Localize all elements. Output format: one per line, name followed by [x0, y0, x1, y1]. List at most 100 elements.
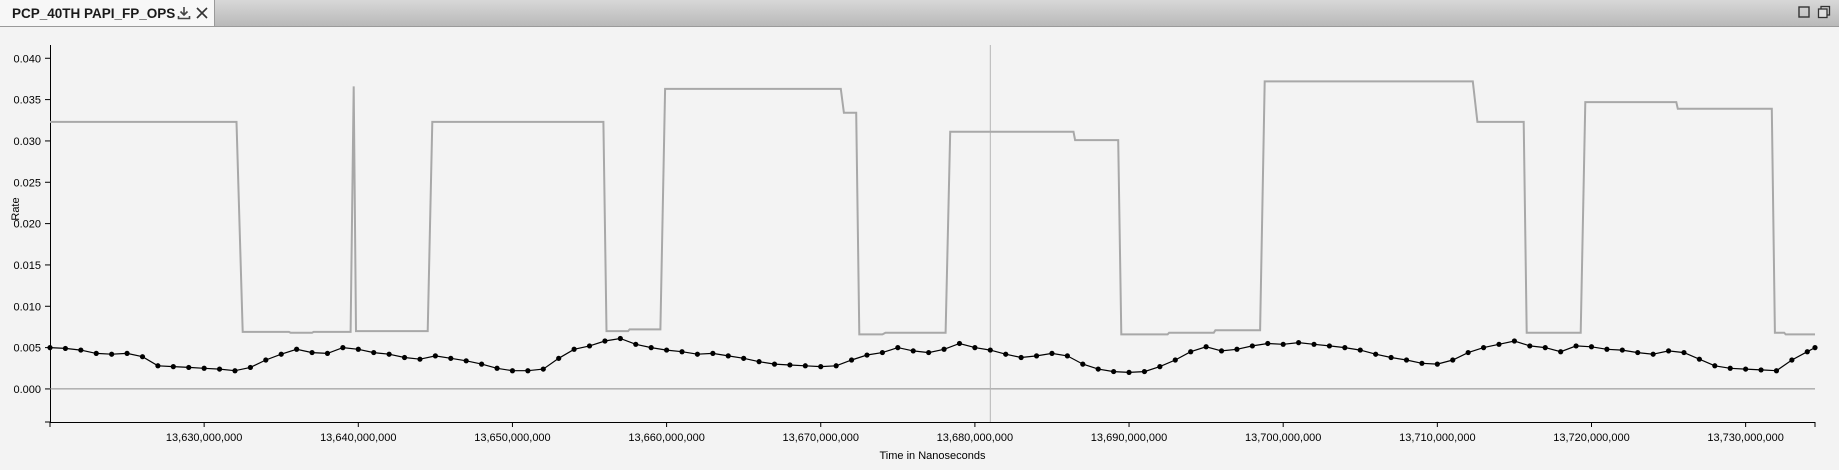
data-point[interactable] [1018, 354, 1024, 361]
data-point[interactable] [556, 355, 562, 361]
data-point[interactable] [109, 351, 115, 357]
data-point[interactable] [386, 351, 392, 357]
data-point[interactable] [1326, 343, 1333, 349]
data-point[interactable] [432, 353, 438, 359]
data-point[interactable] [1542, 345, 1548, 351]
data-point[interactable] [910, 348, 916, 354]
series-line-0[interactable] [50, 80, 1815, 336]
data-point[interactable] [848, 357, 855, 363]
data-point[interactable] [1126, 369, 1132, 375]
data-point[interactable] [756, 359, 762, 365]
data-point[interactable] [509, 368, 516, 374]
data-point[interactable] [1265, 340, 1271, 347]
data-point[interactable] [1804, 349, 1810, 355]
data-point[interactable] [972, 345, 978, 351]
data-point[interactable] [1619, 347, 1625, 353]
data-point[interactable] [864, 352, 870, 358]
data-point[interactable] [1450, 357, 1456, 363]
data-point[interactable] [1465, 349, 1471, 356]
data-point[interactable] [941, 346, 947, 352]
data-point[interactable] [355, 346, 361, 352]
data-point[interactable] [1573, 343, 1579, 349]
data-point[interactable] [371, 349, 377, 356]
data-point[interactable] [663, 347, 670, 353]
data-point[interactable] [1188, 349, 1194, 355]
series-line-1[interactable] [49, 337, 1816, 374]
tab-pcp-papi-fp-ops[interactable]: PCP_40TH PAPI_FP_OPS [0, 0, 215, 26]
data-point[interactable] [494, 365, 500, 371]
data-point[interactable] [463, 358, 469, 364]
data-point[interactable] [62, 345, 69, 352]
data-point[interactable] [155, 363, 161, 369]
data-point[interactable] [1511, 338, 1518, 344]
data-point[interactable] [1388, 354, 1394, 361]
data-point[interactable] [741, 355, 747, 361]
data-point[interactable] [987, 347, 993, 353]
data-point[interactable] [47, 345, 53, 351]
data-point[interactable] [1403, 357, 1410, 363]
data-point[interactable] [633, 341, 639, 347]
data-point[interactable] [926, 349, 932, 356]
data-point[interactable] [1003, 351, 1009, 357]
data-point[interactable] [1665, 348, 1672, 354]
data-point[interactable] [1280, 341, 1286, 347]
data-point[interactable] [1527, 343, 1533, 349]
data-point[interactable] [232, 368, 238, 374]
data-point[interactable] [1218, 348, 1225, 354]
data-point[interactable] [1743, 366, 1749, 372]
data-point[interactable] [1789, 357, 1795, 363]
data-point[interactable] [571, 346, 577, 352]
data-point[interactable] [1080, 361, 1086, 367]
data-point[interactable] [247, 364, 253, 371]
restore-icon[interactable] [1816, 4, 1832, 20]
data-point[interactable] [278, 351, 284, 357]
data-point[interactable] [1111, 368, 1117, 375]
data-point[interactable] [1095, 366, 1101, 372]
data-point[interactable] [1419, 360, 1425, 366]
data-point[interactable] [525, 368, 531, 374]
data-point[interactable] [1064, 353, 1070, 359]
data-point[interactable] [1157, 364, 1163, 370]
data-point[interactable] [294, 346, 300, 352]
data-point[interactable] [1033, 353, 1040, 359]
data-point[interactable] [1650, 351, 1656, 357]
data-point[interactable] [1558, 349, 1564, 355]
data-point[interactable] [1588, 344, 1595, 350]
download-icon[interactable] [176, 5, 192, 21]
data-point[interactable] [956, 340, 963, 347]
data-point[interactable] [139, 354, 146, 360]
data-point[interactable] [170, 364, 176, 370]
data-point[interactable] [417, 356, 423, 362]
data-point[interactable] [833, 363, 839, 369]
data-point[interactable] [802, 363, 808, 369]
data-point[interactable] [586, 343, 593, 349]
data-point[interactable] [216, 366, 223, 372]
close-icon[interactable] [194, 5, 210, 21]
data-point[interactable] [448, 355, 454, 361]
data-point[interactable] [1758, 367, 1764, 373]
data-point[interactable] [1342, 345, 1348, 351]
data-point[interactable] [1635, 349, 1641, 356]
data-point[interactable] [602, 338, 608, 344]
data-point[interactable] [1496, 341, 1502, 347]
data-point[interactable] [1681, 349, 1687, 356]
data-point[interactable] [710, 350, 716, 356]
data-point[interactable] [771, 361, 778, 367]
data-point[interactable] [1172, 357, 1178, 363]
data-point[interactable] [787, 362, 793, 368]
maximize-icon[interactable] [1796, 4, 1812, 20]
data-point[interactable] [895, 345, 901, 351]
data-point[interactable] [93, 350, 99, 356]
data-point[interactable] [617, 335, 623, 342]
data-point[interactable] [201, 365, 207, 371]
data-point[interactable] [309, 349, 315, 356]
data-point[interactable] [1812, 345, 1818, 351]
data-point[interactable] [1296, 340, 1302, 346]
data-point[interactable] [401, 354, 408, 361]
data-point[interactable] [1696, 356, 1702, 362]
data-point[interactable] [1434, 361, 1440, 367]
data-point[interactable] [1234, 346, 1240, 352]
data-point[interactable] [324, 350, 331, 356]
data-point[interactable] [725, 353, 731, 359]
data-point[interactable] [1712, 363, 1718, 369]
